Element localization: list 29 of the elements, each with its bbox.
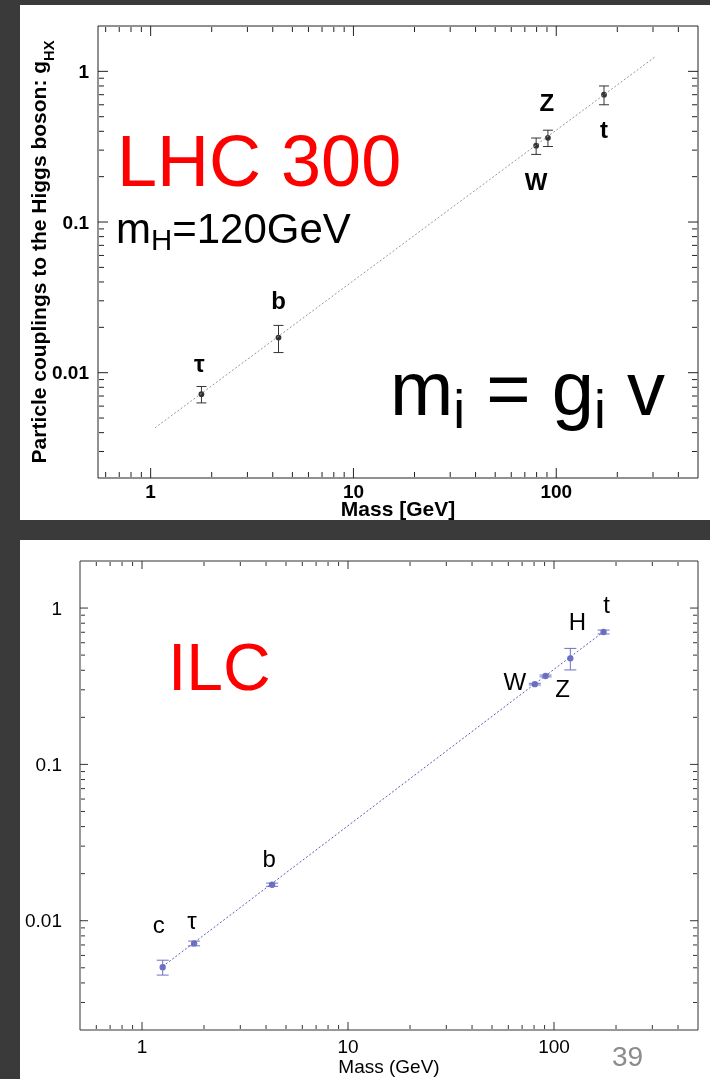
annotation: W <box>524 168 548 196</box>
annotation: W <box>503 667 527 695</box>
annotation: Z <box>539 89 555 117</box>
y-tick-label: 0.1 <box>35 754 62 776</box>
annotation: t <box>600 116 609 144</box>
annotation: m$_{H}$=120GeV <box>116 205 351 257</box>
text: 39 <box>612 1041 644 1072</box>
y-tick-label: 0.1 <box>62 211 90 233</box>
y-tick-label: 0.01 <box>25 910 62 932</box>
annotation: τ <box>187 906 198 934</box>
annotation: b <box>271 286 286 314</box>
y-tick-label: 1 <box>78 61 90 83</box>
x-tick-label: 1 <box>136 1036 148 1057</box>
annotation: ILC <box>168 630 271 704</box>
y-tick-label: 0.01 <box>52 362 90 384</box>
x-tick-label: 100 <box>538 1036 570 1057</box>
x-tick-label: 10 <box>337 1036 359 1057</box>
annotation: b <box>262 845 276 873</box>
annotation: c <box>152 910 165 938</box>
x-axis-title: Mass (GeV) <box>338 1056 440 1077</box>
x-tick-label: 1 <box>145 481 157 502</box>
annotation: τ <box>194 349 206 377</box>
x-tick-label: 100 <box>540 481 573 502</box>
annotation: LHC 300 <box>117 121 402 201</box>
y-tick-label: 1 <box>51 597 62 619</box>
annotation: m$_{i}$ = g$_{i}$ v <box>390 346 665 440</box>
annotation: t <box>603 591 611 619</box>
annotation: H <box>568 607 586 635</box>
annotation: Z <box>555 675 570 703</box>
